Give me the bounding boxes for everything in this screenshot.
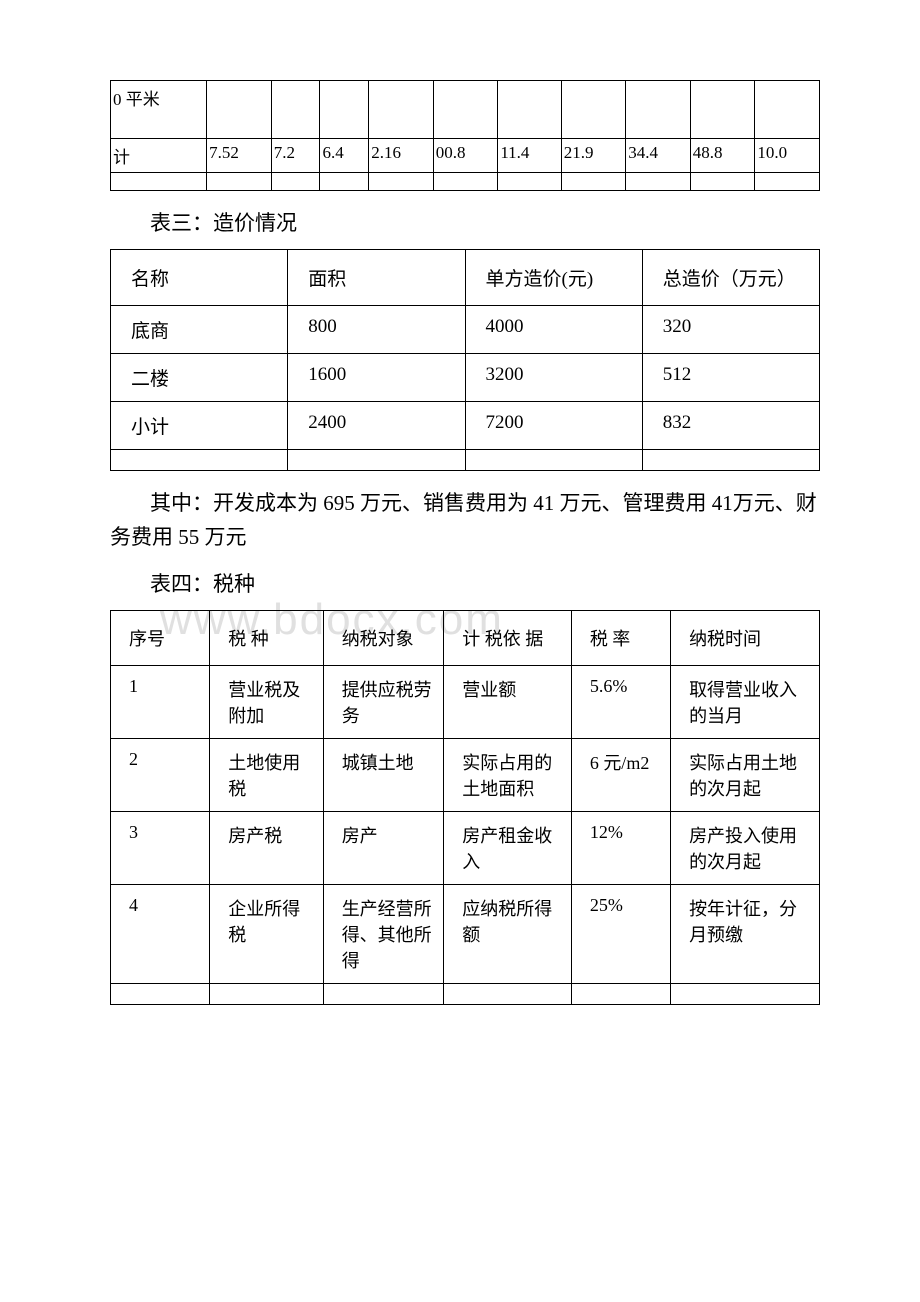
cell	[271, 81, 320, 139]
cell: 实际占用土地的次月起	[671, 739, 820, 812]
cell: 4000	[465, 306, 642, 354]
cell-label: 计	[111, 139, 207, 173]
table-row: 3 房产税 房产 房产租金收入 12% 房产投入使用的次月起	[111, 812, 820, 885]
cell: 48.8	[690, 139, 755, 173]
column-header: 计 税依 据	[444, 611, 572, 666]
column-header: 单方造价(元)	[465, 250, 642, 306]
cell	[433, 81, 498, 139]
cell	[626, 81, 691, 139]
heading-table4: 表四：税种	[150, 568, 820, 598]
cell: 取得营业收入的当月	[671, 666, 820, 739]
table-header-row: 序号 税 种 纳税对象 计 税依 据 税 率 纳税时间	[111, 611, 820, 666]
table-summary-partial: 0 平米 计 7.52 7.2 6.4 2.16 00.8 11.4 21.9 …	[110, 80, 820, 191]
cell	[498, 81, 561, 139]
document-content: 0 平米 计 7.52 7.2 6.4 2.16 00.8 11.4 21.9 …	[110, 80, 820, 1005]
column-header: 税 率	[571, 611, 670, 666]
cell: 2	[111, 739, 210, 812]
cell: 5.6%	[571, 666, 670, 739]
column-header: 面积	[288, 250, 465, 306]
cell: 营业税及附加	[210, 666, 323, 739]
heading-table3: 表三：造价情况	[150, 207, 820, 237]
cell: 2.16	[369, 139, 434, 173]
cell: 实际占用的土地面积	[444, 739, 572, 812]
cell: 6.4	[320, 139, 369, 173]
cell	[207, 81, 272, 139]
table-row: 二楼 1600 3200 512	[111, 354, 820, 402]
cell: 6 元/m2	[571, 739, 670, 812]
column-header: 税 种	[210, 611, 323, 666]
cell: 土地使用税	[210, 739, 323, 812]
table-row: 底商 800 4000 320	[111, 306, 820, 354]
cell: 512	[642, 354, 819, 402]
table-row-empty	[111, 984, 820, 1005]
cell: 按年计征，分月预缴	[671, 885, 820, 984]
cell: 房产税	[210, 812, 323, 885]
cell	[320, 81, 369, 139]
table-row: 小计 2400 7200 832	[111, 402, 820, 450]
cell: 1	[111, 666, 210, 739]
cell	[755, 81, 820, 139]
cell: 提供应税劳务	[323, 666, 444, 739]
cell: 底商	[111, 306, 288, 354]
column-header: 纳税对象	[323, 611, 444, 666]
cell: 营业额	[444, 666, 572, 739]
column-header: 序号	[111, 611, 210, 666]
table-row-empty	[111, 450, 820, 471]
cell: 12%	[571, 812, 670, 885]
cell-label: 0 平米	[111, 81, 207, 139]
cell: 城镇土地	[323, 739, 444, 812]
table-tax-types: 序号 税 种 纳税对象 计 税依 据 税 率 纳税时间 1 营业税及附加 提供应…	[110, 610, 820, 1005]
cell	[690, 81, 755, 139]
cell: 832	[642, 402, 819, 450]
cell: 3	[111, 812, 210, 885]
cell: 二楼	[111, 354, 288, 402]
column-header: 名称	[111, 250, 288, 306]
cell: 1600	[288, 354, 465, 402]
table-cost-situation: 名称 面积 单方造价(元) 总造价（万元） 底商 800 4000 320 二楼…	[110, 249, 820, 471]
cell: 7.52	[207, 139, 272, 173]
table-row: 1 营业税及附加 提供应税劳务 营业额 5.6% 取得营业收入的当月	[111, 666, 820, 739]
cell: 企业所得税	[210, 885, 323, 984]
cell: 11.4	[498, 139, 561, 173]
table-header-row: 名称 面积 单方造价(元) 总造价（万元）	[111, 250, 820, 306]
column-header: 总造价（万元）	[642, 250, 819, 306]
cell	[561, 81, 626, 139]
cost-breakdown-paragraph: 其中：开发成本为 695 万元、销售费用为 41 万元、管理费用 41万元、财务…	[110, 487, 820, 554]
cell: 800	[288, 306, 465, 354]
cell	[369, 81, 434, 139]
table-row: 4 企业所得税 生产经营所得、其他所得 应纳税所得额 25% 按年计征，分月预缴	[111, 885, 820, 984]
cell: 320	[642, 306, 819, 354]
cell: 21.9	[561, 139, 626, 173]
cell: 3200	[465, 354, 642, 402]
cell: 应纳税所得额	[444, 885, 572, 984]
cell: 7200	[465, 402, 642, 450]
column-header: 纳税时间	[671, 611, 820, 666]
cell: 00.8	[433, 139, 498, 173]
cell: 生产经营所得、其他所得	[323, 885, 444, 984]
table-row: 2 土地使用税 城镇土地 实际占用的土地面积 6 元/m2 实际占用土地的次月起	[111, 739, 820, 812]
cell: 小计	[111, 402, 288, 450]
cell: 7.2	[271, 139, 320, 173]
cell: 房产投入使用的次月起	[671, 812, 820, 885]
cell: 4	[111, 885, 210, 984]
cell: 25%	[571, 885, 670, 984]
cell: 房产租金收入	[444, 812, 572, 885]
cell: 2400	[288, 402, 465, 450]
cell: 10.0	[755, 139, 820, 173]
table-row-empty	[111, 173, 820, 191]
cell: 房产	[323, 812, 444, 885]
cell: 34.4	[626, 139, 691, 173]
table-row: 计 7.52 7.2 6.4 2.16 00.8 11.4 21.9 34.4 …	[111, 139, 820, 173]
table-row: 0 平米	[111, 81, 820, 139]
